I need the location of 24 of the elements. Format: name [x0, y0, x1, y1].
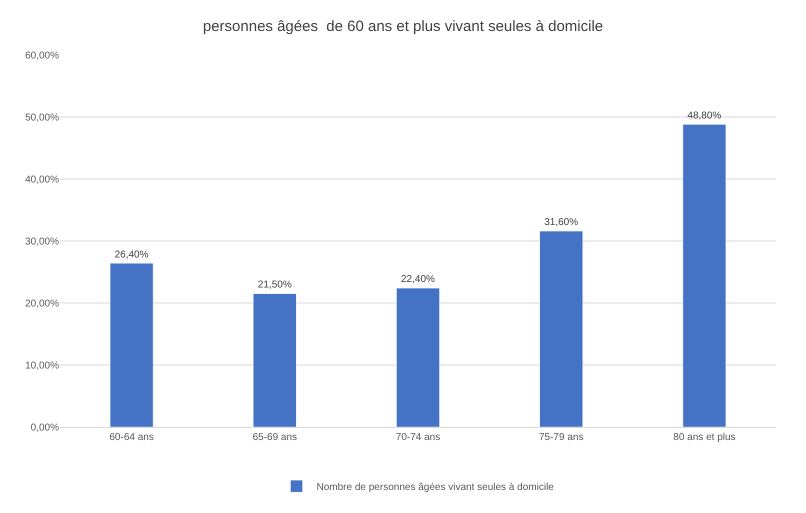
data-label: 48,80% — [687, 110, 722, 122]
bar — [539, 230, 583, 427]
bar — [682, 124, 726, 427]
bar — [396, 288, 440, 427]
x-tick-label: 80 ans et plus — [673, 432, 736, 443]
bar — [253, 293, 297, 427]
data-label: 26,40% — [114, 249, 149, 260]
data-label: 22,40% — [400, 274, 436, 286]
y-tick-label: 30,00% — [25, 236, 60, 248]
x-tick-label: 75-79 ans — [538, 432, 584, 443]
data-label: 31,60% — [544, 217, 578, 228]
y-tick-label: 0,00% — [30, 422, 60, 434]
x-tick-label: 60-64 ans — [109, 432, 154, 443]
y-tick-label: 50,00% — [25, 112, 60, 124]
y-tick-label: 40,00% — [25, 174, 60, 186]
y-tick-label: 20,00% — [25, 298, 60, 310]
x-tick-label: 70-74 ans — [396, 432, 440, 443]
legend-label: Nombre de personnes âgées vivant seules à domicile — [316, 482, 554, 494]
bar — [110, 263, 154, 427]
x-tick-label: 65-69 ans — [252, 432, 298, 443]
chart-title: personnes âgées de 60 ans et plus vivant seules à domicile — [202, 18, 604, 36]
data-label: 21,50% — [258, 280, 292, 291]
y-tick-label: 10,00% — [25, 360, 60, 372]
y-tick-label: 60,00% — [25, 50, 60, 62]
